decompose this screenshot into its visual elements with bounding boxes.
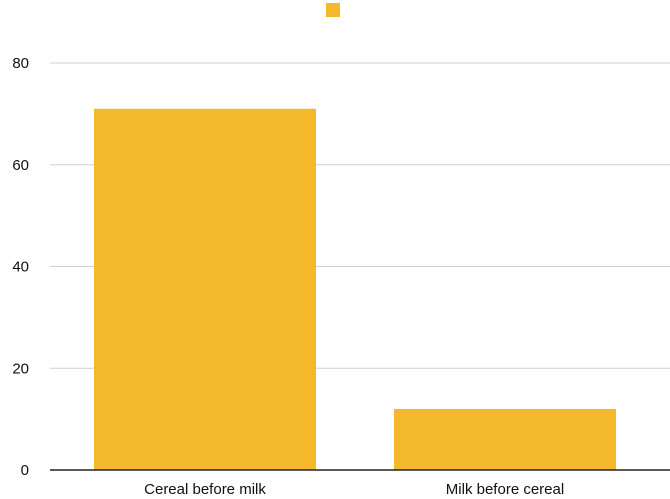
y-tick-label: 80 [12, 55, 29, 72]
y-tick-label: 40 [12, 259, 29, 276]
y-tick-label: 60 [12, 157, 29, 174]
x-axis-labels: Cereal before milk Milk before cereal [144, 481, 564, 498]
bar [94, 108, 316, 470]
y-tick-label: 0 [21, 462, 29, 479]
y-tick-label: 20 [12, 360, 29, 377]
y-axis-ticks: 0 20 40 60 80 [12, 55, 29, 479]
x-tick-label: Milk before cereal [446, 481, 564, 498]
legend-swatch [326, 3, 340, 17]
bars [94, 108, 616, 470]
x-tick-label: Cereal before milk [144, 481, 266, 498]
bar [394, 408, 616, 470]
